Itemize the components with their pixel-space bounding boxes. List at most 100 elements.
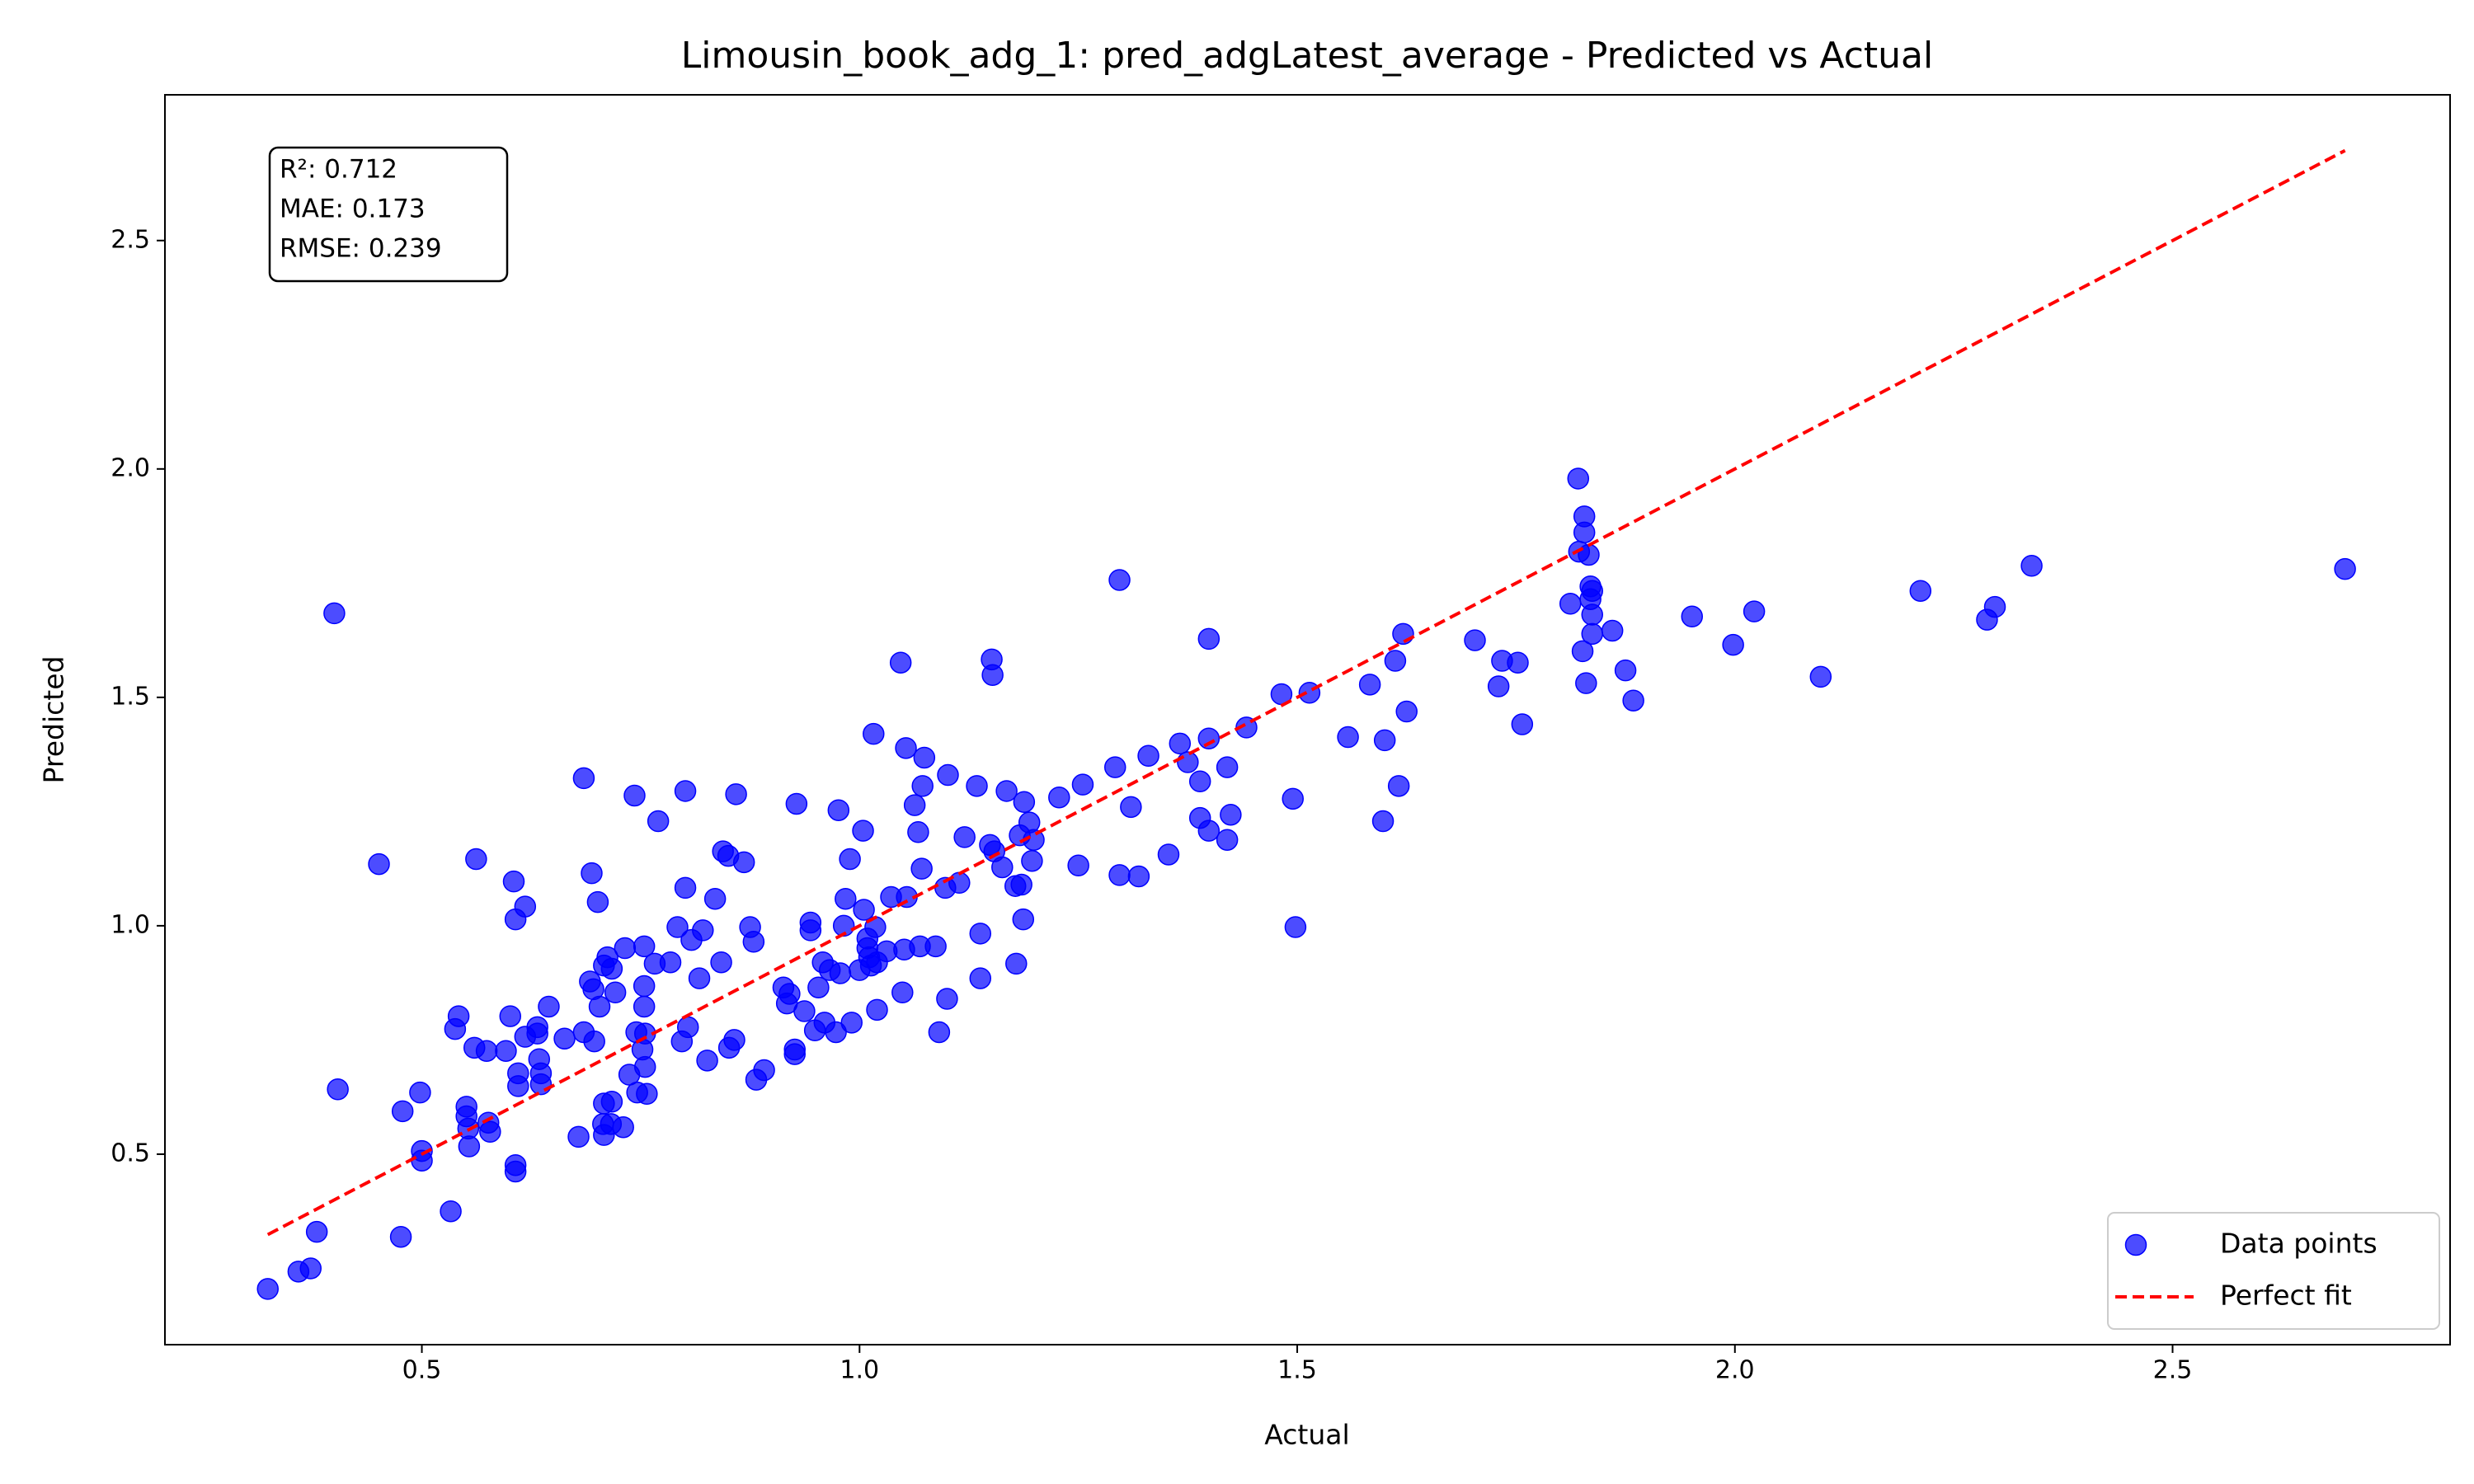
data-point — [633, 935, 656, 958]
data-point — [1282, 787, 1304, 810]
data-point — [1573, 521, 1596, 544]
data-point — [732, 851, 755, 874]
plot-frame — [164, 94, 2451, 1345]
data-point — [1012, 908, 1035, 931]
data-point — [1373, 729, 1396, 752]
x-tick-label: 1.5 — [1277, 1356, 1317, 1385]
data-point — [852, 819, 874, 842]
data-point — [853, 899, 875, 921]
data-point — [1216, 829, 1239, 851]
data-point — [783, 1043, 806, 1065]
data-point — [676, 1016, 699, 1039]
data-point — [903, 794, 926, 816]
perfect-fit-line — [266, 148, 2346, 1237]
stats-box — [268, 146, 509, 283]
legend-label: Perfect fit — [2220, 1280, 2352, 1312]
data-point — [1392, 622, 1414, 646]
data-point — [1127, 865, 1150, 888]
data-point — [840, 1012, 863, 1034]
data-point — [1188, 770, 1211, 793]
data-point — [1722, 633, 1744, 656]
data-point — [928, 1021, 951, 1044]
data-point — [389, 1225, 412, 1248]
data-point — [1909, 580, 1932, 602]
data-point — [1216, 756, 1239, 778]
data-point — [1048, 786, 1070, 809]
data-point — [937, 763, 959, 787]
data-point — [1567, 467, 1590, 490]
stats-text: MAE: 0.173 — [280, 195, 426, 224]
data-point — [391, 1100, 414, 1123]
data-point — [499, 1005, 522, 1027]
data-point — [936, 988, 958, 1010]
data-point — [479, 1120, 501, 1144]
data-point — [778, 983, 801, 1005]
data-point — [1021, 849, 1043, 872]
x-tick-label: 1.0 — [840, 1356, 879, 1385]
data-point — [1137, 744, 1159, 768]
data-point — [907, 821, 929, 843]
data-point — [953, 826, 976, 848]
data-point — [913, 746, 936, 769]
data-point — [447, 1005, 470, 1027]
data-point — [1337, 726, 1359, 749]
data-point — [1169, 732, 1192, 755]
data-point — [507, 1075, 529, 1097]
data-point — [674, 876, 697, 899]
data-point — [1220, 804, 1242, 826]
data-point — [368, 852, 390, 876]
data-point — [623, 784, 646, 807]
data-point — [793, 1000, 816, 1022]
data-point — [1358, 674, 1381, 696]
chart-title: Limousin_book_adg_1: pred_adgLatest_aver… — [681, 35, 1933, 77]
data-point — [633, 974, 656, 998]
data-point — [674, 780, 697, 802]
data-point — [911, 775, 934, 797]
data-point — [753, 1059, 775, 1082]
data-point — [1384, 650, 1407, 672]
data-point — [1197, 727, 1221, 749]
data-point — [588, 995, 611, 1018]
data-point — [785, 792, 808, 815]
data-point — [725, 783, 747, 805]
data-point — [553, 1027, 576, 1050]
y-tick-label: 0.5 — [111, 1139, 150, 1167]
data-point — [1284, 916, 1307, 938]
y-axis-label: Predicted — [38, 656, 70, 784]
data-point — [703, 887, 727, 910]
data-point — [1177, 751, 1199, 773]
data-point — [1983, 595, 2006, 618]
data-point — [1005, 952, 1028, 975]
data-point — [1809, 665, 1832, 688]
data-point — [504, 1160, 527, 1183]
data-point — [323, 602, 346, 625]
data-point — [600, 957, 623, 980]
data-point — [1487, 675, 1510, 697]
stats-text: R²: 0.712 — [280, 155, 397, 185]
y-tick-label: 2.0 — [111, 453, 150, 482]
y-tick-label: 1.0 — [111, 910, 150, 939]
data-point — [1575, 672, 1597, 694]
data-point — [710, 951, 732, 974]
data-point — [1197, 627, 1221, 650]
data-point — [832, 914, 855, 937]
data-point — [2334, 557, 2356, 580]
data-point — [1371, 810, 1395, 833]
data-point — [514, 895, 537, 918]
data-point — [799, 919, 822, 942]
data-point — [538, 995, 560, 1018]
data-point — [327, 1078, 349, 1101]
data-point — [586, 890, 609, 913]
data-point — [1622, 689, 1644, 711]
data-point — [614, 937, 637, 960]
data-point — [409, 1081, 431, 1104]
data-point — [529, 1073, 553, 1096]
stats-text: RMSE: 0.239 — [280, 234, 442, 264]
x-tick-label: 0.5 — [402, 1356, 442, 1385]
data-point — [526, 1022, 548, 1045]
data-point — [1743, 600, 1766, 622]
data-point — [825, 1021, 847, 1044]
data-point — [969, 967, 992, 989]
data-point — [839, 848, 861, 871]
x-axis-label: Actual — [1264, 1419, 1349, 1451]
